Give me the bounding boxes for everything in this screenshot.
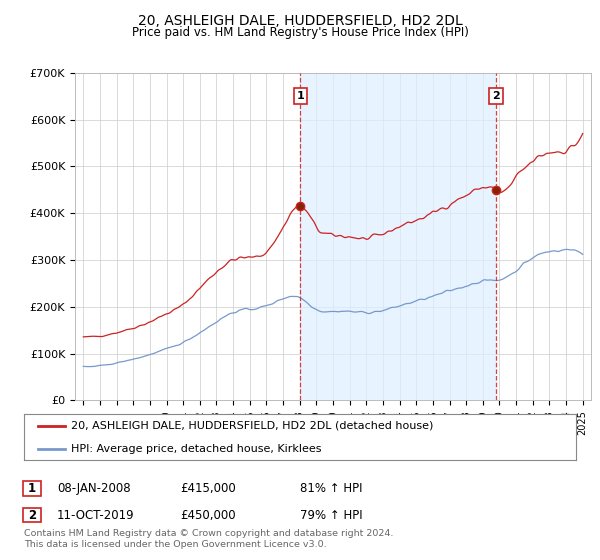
Text: 2: 2: [492, 91, 500, 101]
Text: Price paid vs. HM Land Registry's House Price Index (HPI): Price paid vs. HM Land Registry's House …: [131, 26, 469, 39]
Text: 81% ↑ HPI: 81% ↑ HPI: [300, 482, 362, 495]
Text: HPI: Average price, detached house, Kirklees: HPI: Average price, detached house, Kirk…: [71, 444, 322, 454]
Text: 11-OCT-2019: 11-OCT-2019: [57, 508, 134, 522]
Text: 79% ↑ HPI: 79% ↑ HPI: [300, 508, 362, 522]
Text: 1: 1: [296, 91, 304, 101]
Text: 1: 1: [28, 482, 36, 495]
Text: £450,000: £450,000: [180, 508, 236, 522]
Bar: [301, 73, 496, 400]
Text: Contains HM Land Registry data © Crown copyright and database right 2024.
This d: Contains HM Land Registry data © Crown c…: [24, 529, 394, 549]
Text: 08-JAN-2008: 08-JAN-2008: [57, 482, 131, 495]
Text: 20, ASHLEIGH DALE, HUDDERSFIELD, HD2 2DL: 20, ASHLEIGH DALE, HUDDERSFIELD, HD2 2DL: [137, 14, 463, 28]
Text: £415,000: £415,000: [180, 482, 236, 495]
Text: 20, ASHLEIGH DALE, HUDDERSFIELD, HD2 2DL (detached house): 20, ASHLEIGH DALE, HUDDERSFIELD, HD2 2DL…: [71, 421, 433, 431]
Text: 2: 2: [28, 508, 36, 522]
